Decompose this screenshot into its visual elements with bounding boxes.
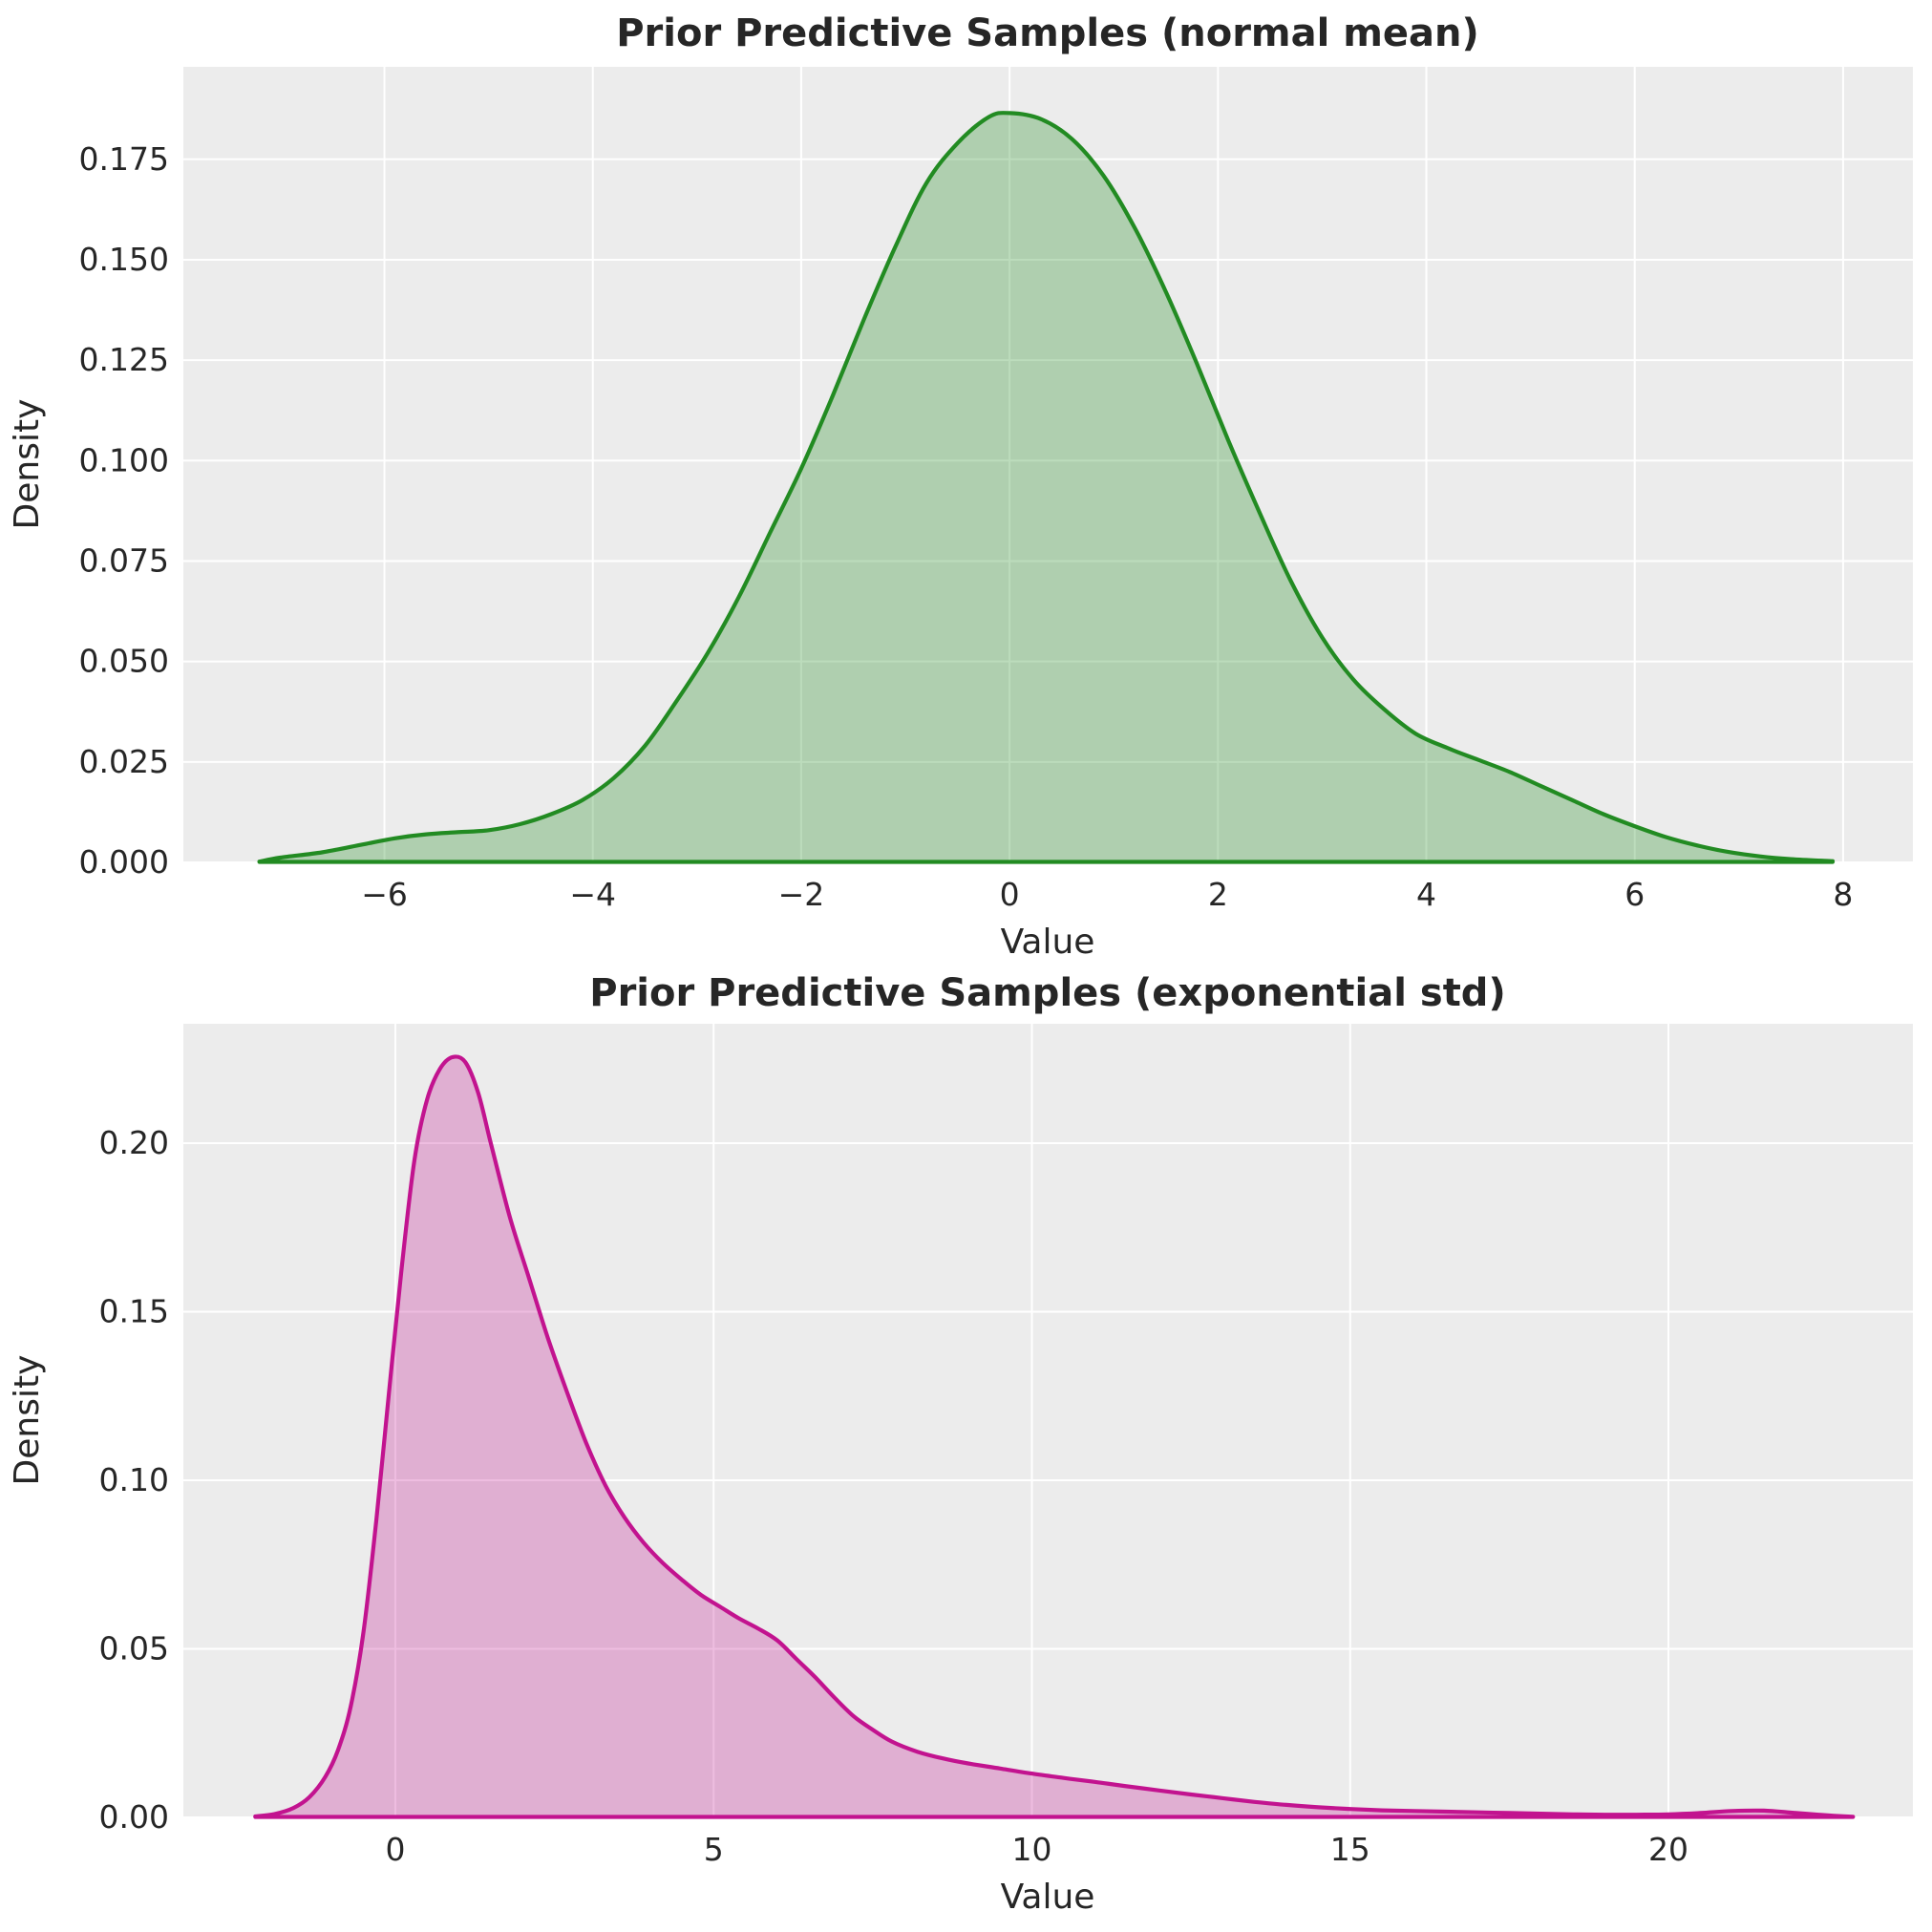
x-tick-label: 20 xyxy=(1648,1831,1688,1868)
plot-area xyxy=(183,67,1913,862)
y-tick-label: 0.075 xyxy=(79,541,169,579)
x-tick-label: −6 xyxy=(361,876,408,913)
charts-root: −6 −4 −2 0 2 4 6 80.0000.0250.0500.0750.1000.12… xyxy=(79,67,1913,1868)
chart-panel-0: −6 −4 −2 0 2 4 6 8 0.000 0.025 0.050 0.075 0.100 0.12… xyxy=(79,67,1913,913)
x-tick-label: 0 xyxy=(1000,876,1020,913)
x-tick-label: −2 xyxy=(778,876,825,913)
x-tick-label: 8 xyxy=(1833,876,1853,913)
y-tick-label: 0.100 xyxy=(79,441,169,478)
x-tick-label: 5 xyxy=(704,1831,724,1868)
top-chart-title: Prior Predictive Samples (normal mean) xyxy=(616,11,1479,55)
y-tick-label: 0.150 xyxy=(79,241,169,278)
x-tick-label: 4 xyxy=(1416,876,1436,913)
x-tick-label: 15 xyxy=(1330,1831,1370,1868)
x-tick-label: 6 xyxy=(1624,876,1645,913)
top-chart-xlabel: Value xyxy=(1001,923,1095,962)
x-tick-label: 10 xyxy=(1012,1831,1052,1868)
y-tick-label: 0.025 xyxy=(79,743,169,780)
y-tick-label: 0.15 xyxy=(99,1292,169,1329)
kde-curve xyxy=(257,111,1836,864)
chart-panel-1: 0 5 10 15 20 0.00 0.05 0.10 0.15 0.20 xyxy=(99,1024,1913,1868)
y-tick-label: 0.00 xyxy=(99,1798,169,1836)
y-tick-label: 0.175 xyxy=(79,140,169,178)
y-tick-label: 0.05 xyxy=(99,1629,169,1667)
y-tick-label: 0.050 xyxy=(79,643,169,680)
y-tick-label: 0.000 xyxy=(79,843,169,881)
y-tick-label: 0.125 xyxy=(79,341,169,378)
x-tick-label: 2 xyxy=(1208,876,1228,913)
bottom-chart-title: Prior Predictive Samples (exponential st… xyxy=(589,971,1505,1015)
plot-area xyxy=(183,1024,1913,1817)
x-tick-label: 0 xyxy=(385,1831,405,1868)
top-chart-ylabel: Density xyxy=(8,399,47,530)
y-tick-label: 0.20 xyxy=(99,1124,169,1161)
kde-curve xyxy=(253,1054,1856,1819)
bottom-chart-ylabel: Density xyxy=(8,1355,47,1486)
x-tick-label: −4 xyxy=(569,876,616,913)
y-tick-label: 0.10 xyxy=(99,1461,169,1498)
bottom-chart-xlabel: Value xyxy=(1001,1878,1095,1917)
